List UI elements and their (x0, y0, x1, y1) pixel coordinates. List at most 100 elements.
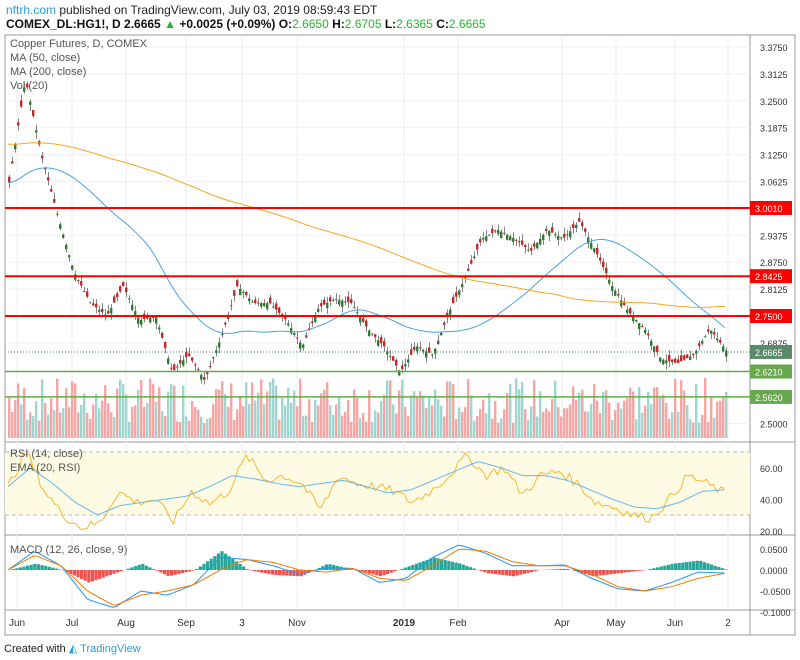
candle-body (113, 296, 116, 303)
macd-histogram-bar (656, 567, 660, 570)
volume-bar (389, 380, 392, 438)
volume-bar (428, 397, 431, 438)
candle-body (167, 358, 170, 364)
macd-histogram-bar (317, 567, 321, 570)
macd-histogram-bar (36, 564, 41, 570)
candle-body (326, 302, 329, 309)
candle-body (713, 332, 716, 335)
macd-histogram-bar (166, 570, 170, 576)
macd-histogram-bar (98, 570, 102, 579)
volume-bar (473, 420, 476, 438)
volume-bar (242, 406, 245, 438)
volume-bar (155, 401, 158, 438)
macd-histogram-bar (245, 569, 249, 570)
volume-bar (491, 418, 494, 438)
candle-body (302, 344, 305, 348)
candle-body (476, 244, 479, 250)
macd-histogram-bar (692, 561, 696, 570)
volume-bar (62, 408, 65, 438)
candle-body (410, 349, 413, 355)
volume-bar (143, 406, 146, 438)
macd-histogram-bar (324, 564, 329, 570)
signal-line (7, 548, 725, 606)
candle-body (362, 318, 365, 322)
macd-histogram-bar (144, 565, 149, 570)
macd-tick-label: 0.0500 (760, 545, 788, 555)
candle-body (545, 228, 548, 231)
macd-histogram-bar (414, 563, 419, 570)
candle-body (332, 299, 335, 301)
candle-body (380, 336, 383, 344)
candle-body (434, 348, 437, 354)
volume-bar (131, 406, 134, 438)
volume-bar (233, 419, 236, 438)
macd-histogram-bar (681, 562, 685, 570)
candle-body (422, 349, 425, 352)
volume-bar (92, 404, 95, 438)
volume-bar (386, 380, 389, 438)
volume-bar (671, 412, 674, 438)
candle-body (611, 285, 614, 292)
macd-histogram-bar (288, 570, 293, 576)
price-label-box (750, 364, 792, 379)
tradingview-logo[interactable]: ◭ TradingView (68, 643, 141, 655)
candle-body (668, 354, 671, 362)
volume-bar (704, 378, 707, 438)
candle-body (662, 359, 665, 365)
macd-histogram-bar (134, 566, 138, 570)
volume-bar (215, 388, 218, 438)
volume-bar (656, 387, 659, 438)
volume-bar (347, 400, 350, 438)
volume-bar (575, 399, 578, 438)
macd-histogram-bar (234, 561, 239, 570)
macd-histogram-bar (450, 561, 455, 570)
x-tick-label: Jun (9, 618, 25, 629)
candle-body (242, 292, 245, 294)
macd-histogram-bar (533, 570, 537, 572)
macd-histogram-bar (231, 558, 235, 570)
publisher-link[interactable]: nftrh.com (6, 3, 57, 17)
volume-bar (503, 409, 506, 438)
volume-bar (512, 422, 515, 438)
volume-bar (272, 378, 275, 438)
volume-bar (536, 416, 539, 438)
macd-histogram-bar (126, 568, 131, 570)
volume-bar (449, 381, 452, 438)
volume-bar (239, 395, 242, 438)
candle-body (698, 343, 701, 346)
volume-bar (539, 391, 542, 438)
volume-bar (338, 397, 341, 438)
rsi-line (7, 451, 725, 530)
volume-bar (260, 379, 263, 438)
candle-body (347, 296, 350, 303)
volume-bar (554, 380, 557, 438)
volume-bar (68, 407, 71, 438)
volume-bar (125, 394, 128, 438)
candle-body (602, 261, 605, 267)
volume-bar (335, 404, 338, 438)
macd-histogram-bar (659, 566, 663, 570)
candle-body (335, 299, 338, 301)
candle-body (677, 359, 680, 363)
volume-bar (83, 393, 86, 438)
macd-histogram-bar (252, 570, 257, 572)
x-tick-label: 2 (725, 618, 731, 629)
volume-bar (515, 378, 518, 438)
candle-body (305, 335, 308, 338)
volume-bar (185, 416, 188, 438)
volume-bar (344, 411, 347, 438)
candle-body (653, 346, 656, 352)
volume-bar (197, 409, 200, 438)
candle-body (128, 298, 131, 300)
candle-body (233, 290, 236, 296)
rsi-tick-label: 60.00 (760, 464, 783, 474)
macd-histogram-bar (688, 561, 692, 570)
volume-bar (227, 406, 230, 438)
volume-bar (446, 381, 449, 438)
macd-histogram-bar (386, 570, 390, 574)
volume-bar (719, 400, 722, 438)
candle-body (635, 319, 638, 322)
macd-histogram-bar (76, 570, 80, 578)
macd-histogram-bar (576, 570, 581, 573)
